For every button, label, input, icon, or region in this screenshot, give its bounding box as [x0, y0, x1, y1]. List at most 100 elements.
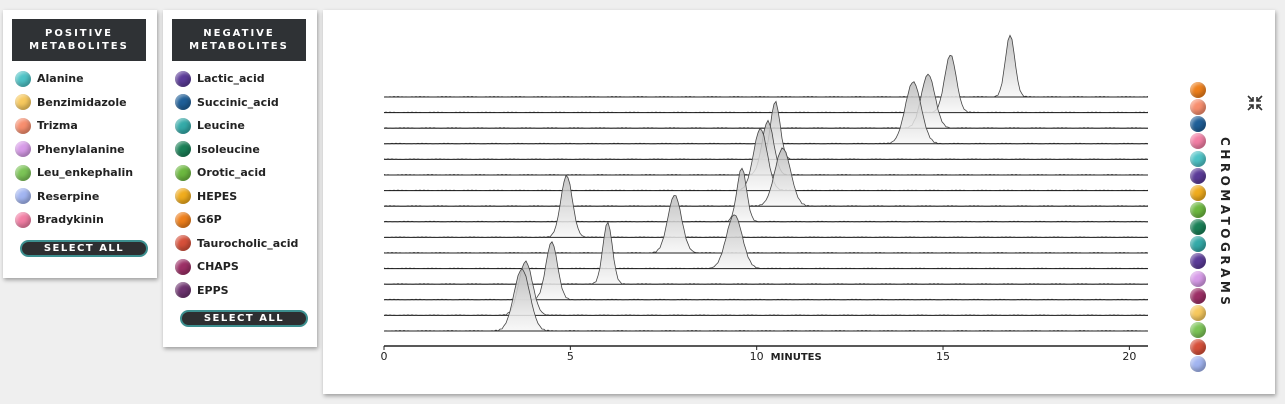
chromatogram-trace[interactable]: [383, 167, 1148, 223]
chromatogram-toggle-dot[interactable]: [1190, 201, 1206, 218]
negative-metabolite-label: CHAPS: [197, 260, 239, 274]
chromatogram-toggle-dot[interactable]: [1190, 253, 1206, 270]
negative-metabolite-item[interactable]: Isoleucine: [175, 138, 298, 162]
chromatograms-title: CHROMATOGRAMS: [1218, 137, 1232, 309]
x-tick-label: 10: [750, 350, 764, 363]
chromatogram-toggle-dot[interactable]: [1190, 167, 1206, 184]
chromatogram-trace[interactable]: [383, 221, 1149, 285]
chromatogram-toggle-dot[interactable]: [1190, 184, 1206, 201]
chromatogram-toggle-dot[interactable]: [1190, 82, 1206, 98]
negative-metabolite-label: EPPS: [197, 283, 229, 297]
x-tick-label: 20: [1122, 350, 1136, 363]
chromatogram-toggle-dot[interactable]: [1190, 150, 1206, 167]
chromatogram-toggle-dot[interactable]: [1190, 321, 1206, 338]
chromatogram-trace[interactable]: [383, 54, 1149, 114]
positive-metabolite-label: Leu_enkephalin: [37, 166, 134, 180]
negative-metabolites-title: NEGATIVE METABOLITES: [172, 19, 306, 61]
chromatogram-trace[interactable]: [383, 73, 1148, 129]
chromatogram-toggle-dot[interactable]: [1190, 219, 1206, 236]
negative-select-all-button[interactable]: SELECT ALL: [180, 310, 308, 327]
chromatogram-trace-line: [383, 73, 1148, 129]
chromatogram-trace-line: [383, 34, 1149, 98]
positive-metabolites-list: Alanine Benzimidazole Trizma Phenylalanine L…: [15, 67, 133, 232]
positive-metabolite-item[interactable]: Alanine: [15, 67, 133, 91]
negative-metabolite-label: Succinic_acid: [197, 95, 279, 109]
chromatogram-trace-fill: [384, 241, 1148, 300]
metabolite-color-dot[interactable]: [15, 94, 31, 111]
negative-metabolite-label: G6P: [197, 213, 222, 227]
positive-metabolite-item[interactable]: Trizma: [15, 114, 133, 138]
positive-metabolite-item[interactable]: Phenylalanine: [15, 138, 133, 162]
positive-metabolites-title: POSITIVE METABOLITES: [12, 19, 146, 61]
chromatogram-trace[interactable]: [383, 174, 1149, 238]
metabolite-color-dot[interactable]: [175, 282, 191, 299]
positive-metabolite-label: Reserpine: [37, 189, 100, 203]
metabolite-color-dot[interactable]: [15, 164, 31, 181]
negative-metabolite-item[interactable]: CHAPS: [175, 255, 298, 279]
chromatogram-trace[interactable]: [383, 195, 1149, 254]
positive-metabolite-item[interactable]: Reserpine: [15, 185, 133, 209]
metabolite-color-dot[interactable]: [175, 188, 191, 205]
metabolite-color-dot[interactable]: [175, 94, 191, 111]
negative-metabolite-label: HEPES: [197, 189, 238, 203]
chromatogram-trace-fill: [384, 55, 1148, 113]
metabolite-color-dot[interactable]: [15, 117, 31, 134]
negative-metabolite-item[interactable]: G6P: [175, 208, 298, 232]
metabolite-color-dot[interactable]: [175, 117, 191, 134]
chromatogram-trace[interactable]: [383, 34, 1149, 98]
positive-metabolite-label: Bradykinin: [37, 213, 104, 227]
metabolite-color-dot[interactable]: [15, 211, 31, 228]
metabolite-color-dot[interactable]: [15, 70, 31, 87]
positive-select-all-button[interactable]: SELECT ALL: [20, 240, 148, 257]
metabolite-color-dot[interactable]: [15, 141, 31, 158]
positive-metabolite-item[interactable]: Benzimidazole: [15, 91, 133, 115]
metabolite-color-dot[interactable]: [175, 141, 191, 158]
metabolite-color-dot[interactable]: [175, 211, 191, 228]
chromatogram-toggle-dot[interactable]: [1190, 99, 1206, 116]
chromatogram-toggle-dot[interactable]: [1190, 116, 1206, 133]
negative-metabolite-item[interactable]: Orotic_acid: [175, 161, 298, 185]
chromatogram-stack-chart[interactable]: 0 5 10 15 20 MINUTES: [323, 10, 1275, 394]
negative-metabolite-item[interactable]: EPPS: [175, 279, 298, 303]
negative-metabolite-item[interactable]: Lactic_acid: [175, 67, 298, 91]
chromatogram-trace[interactable]: [383, 241, 1149, 301]
collapse-arrows-icon[interactable]: [1246, 94, 1264, 112]
chromatogram-toggle-dot[interactable]: [1190, 356, 1206, 373]
chromatogram-trace-fill: [384, 74, 1148, 129]
chromatogram-trace-fill: [384, 128, 1148, 191]
metabolite-color-dot[interactable]: [175, 164, 191, 181]
negative-metabolite-item[interactable]: HEPES: [175, 185, 298, 209]
positive-metabolite-item[interactable]: Bradykinin: [15, 208, 133, 232]
negative-metabolite-label: Orotic_acid: [197, 166, 266, 180]
metabolite-color-dot[interactable]: [175, 258, 191, 275]
chromatogram-toggle-dot[interactable]: [1190, 287, 1206, 304]
metabolite-color-dot[interactable]: [175, 70, 191, 87]
chromatogram-trace[interactable]: [383, 214, 1149, 270]
chromatogram-toggle-dot[interactable]: [1190, 304, 1206, 321]
positive-metabolite-item[interactable]: Leu_enkephalin: [15, 161, 133, 185]
chromatogram-color-legend: [1190, 82, 1206, 373]
negative-metabolite-label: Isoleucine: [197, 142, 260, 156]
positive-metabolite-label: Alanine: [37, 72, 84, 86]
chromatogram-toggle-dot[interactable]: [1190, 133, 1206, 150]
chromatogram-trace[interactable]: [383, 267, 1149, 332]
positive-metabolite-label: Benzimidazole: [37, 95, 127, 109]
chromatogram-trace-line: [383, 214, 1149, 270]
chromatogram-trace[interactable]: [383, 260, 1149, 316]
chromatogram-trace[interactable]: [383, 147, 1149, 207]
positive-metabolites-panel: POSITIVE METABOLITES Alanine Benzimidazol…: [3, 10, 157, 278]
negative-metabolite-item[interactable]: Taurocholic_acid: [175, 232, 298, 256]
x-axis-label: MINUTES: [771, 352, 822, 363]
metabolite-color-dot[interactable]: [175, 235, 191, 252]
chromatogram-toggle-dot[interactable]: [1190, 236, 1206, 253]
chromatogram-toggle-dot[interactable]: [1190, 339, 1206, 356]
chromatogram-trace-fill: [384, 214, 1148, 269]
chromatogram-trace[interactable]: [383, 127, 1149, 192]
x-tick-label: 15: [936, 350, 950, 363]
chromatogram-toggle-dot[interactable]: [1190, 270, 1206, 287]
negative-metabolite-item[interactable]: Leucine: [175, 114, 298, 138]
negative-metabolite-label: Leucine: [197, 119, 245, 133]
chromatogram-trace-line: [383, 54, 1149, 114]
negative-metabolite-item[interactable]: Succinic_acid: [175, 91, 298, 115]
metabolite-color-dot[interactable]: [15, 188, 31, 205]
